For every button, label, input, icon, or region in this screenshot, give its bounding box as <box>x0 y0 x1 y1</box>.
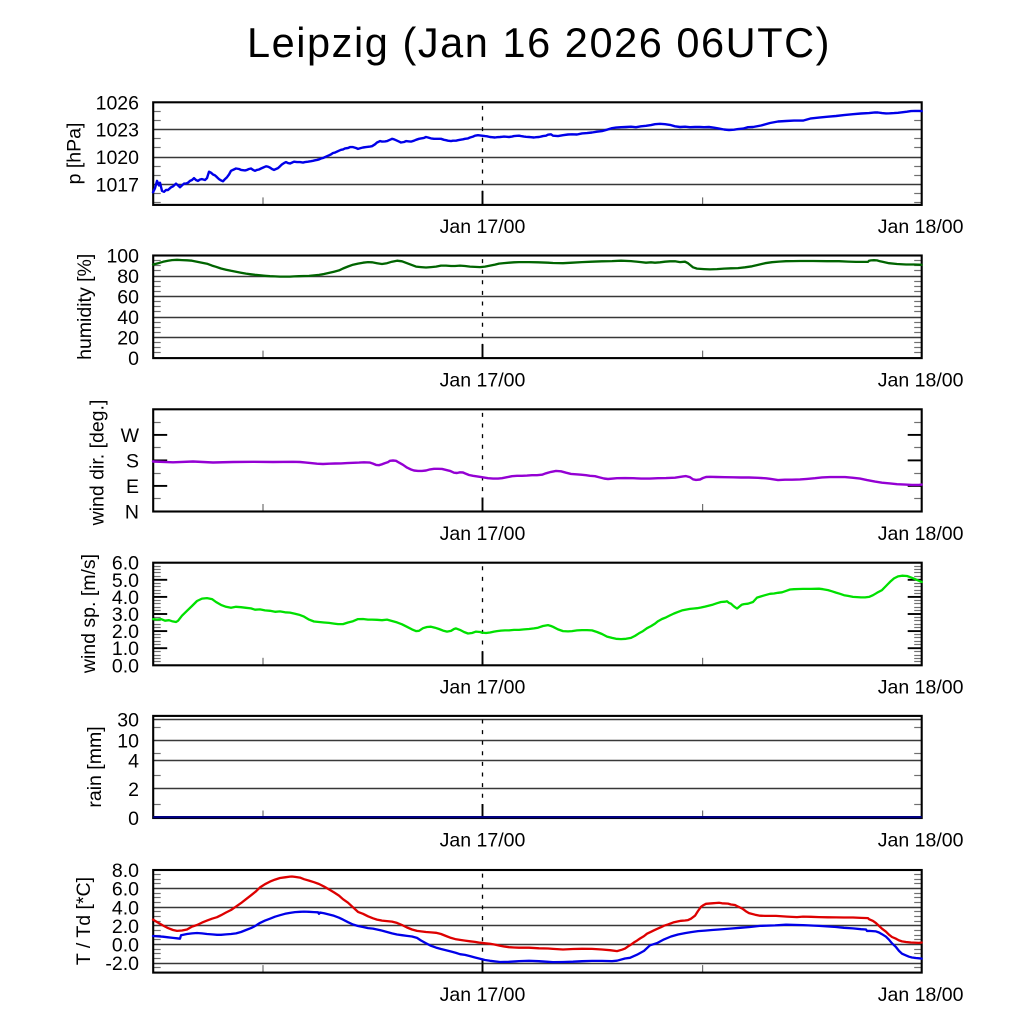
svg-text:100: 100 <box>106 246 139 268</box>
svg-text:humidity [%]: humidity [%] <box>74 254 96 360</box>
svg-text:1023: 1023 <box>96 120 139 142</box>
svg-text:4.0: 4.0 <box>112 897 139 919</box>
svg-text:6.0: 6.0 <box>112 553 139 575</box>
svg-text:5.0: 5.0 <box>112 570 139 592</box>
svg-text:80: 80 <box>117 266 139 288</box>
svg-text:W: W <box>121 425 140 447</box>
svg-text:10: 10 <box>117 730 139 752</box>
svg-text:T / Td [*C]: T / Td [*C] <box>73 877 95 965</box>
svg-text:4.0: 4.0 <box>112 587 139 609</box>
svg-text:1.0: 1.0 <box>112 638 139 660</box>
svg-text:rain [mm]: rain [mm] <box>84 726 106 807</box>
svg-text:N: N <box>125 502 139 524</box>
svg-text:Leipzig (Jan 16 2026 06UTC): Leipzig (Jan 16 2026 06UTC) <box>247 19 831 66</box>
svg-text:40: 40 <box>117 307 139 329</box>
svg-text:0: 0 <box>128 808 139 830</box>
svg-text:Jan 17/00: Jan 17/00 <box>440 369 526 391</box>
svg-text:Jan 17/00: Jan 17/00 <box>440 984 526 1006</box>
svg-text:Jan 18/00: Jan 18/00 <box>878 677 964 699</box>
svg-text:Jan 18/00: Jan 18/00 <box>878 523 964 545</box>
svg-text:0: 0 <box>128 348 139 370</box>
svg-text:1017: 1017 <box>96 175 139 197</box>
svg-text:E: E <box>126 476 139 498</box>
svg-text:1026: 1026 <box>96 92 139 114</box>
svg-text:2.0: 2.0 <box>112 621 139 643</box>
svg-text:wind dir. [deg.]: wind dir. [deg.] <box>87 400 109 527</box>
svg-text:Jan 18/00: Jan 18/00 <box>878 216 964 238</box>
svg-text:6.0: 6.0 <box>112 879 139 901</box>
svg-text:0.0: 0.0 <box>112 655 139 677</box>
svg-text:0.0: 0.0 <box>112 935 139 957</box>
svg-text:3.0: 3.0 <box>112 604 139 626</box>
svg-text:30: 30 <box>117 710 139 732</box>
svg-text:Jan 17/00: Jan 17/00 <box>440 523 526 545</box>
svg-text:2: 2 <box>128 779 139 801</box>
svg-text:wind sp. [m/s]: wind sp. [m/s] <box>78 554 100 674</box>
svg-text:4: 4 <box>128 751 139 773</box>
svg-text:S: S <box>126 450 139 472</box>
svg-text:Jan 17/00: Jan 17/00 <box>440 216 526 238</box>
svg-text:Jan 18/00: Jan 18/00 <box>878 984 964 1006</box>
svg-text:Jan 17/00: Jan 17/00 <box>440 829 526 851</box>
svg-text:Jan 17/00: Jan 17/00 <box>440 677 526 699</box>
svg-text:-2.0: -2.0 <box>105 953 139 975</box>
svg-text:1020: 1020 <box>96 147 140 169</box>
svg-text:Jan 18/00: Jan 18/00 <box>878 369 964 391</box>
svg-text:60: 60 <box>117 287 139 309</box>
svg-text:8.0: 8.0 <box>112 860 139 882</box>
svg-text:Jan 18/00: Jan 18/00 <box>878 829 964 851</box>
svg-text:p [hPa]: p [hPa] <box>63 123 85 185</box>
svg-text:20: 20 <box>117 328 139 350</box>
svg-text:2.0: 2.0 <box>112 916 139 938</box>
